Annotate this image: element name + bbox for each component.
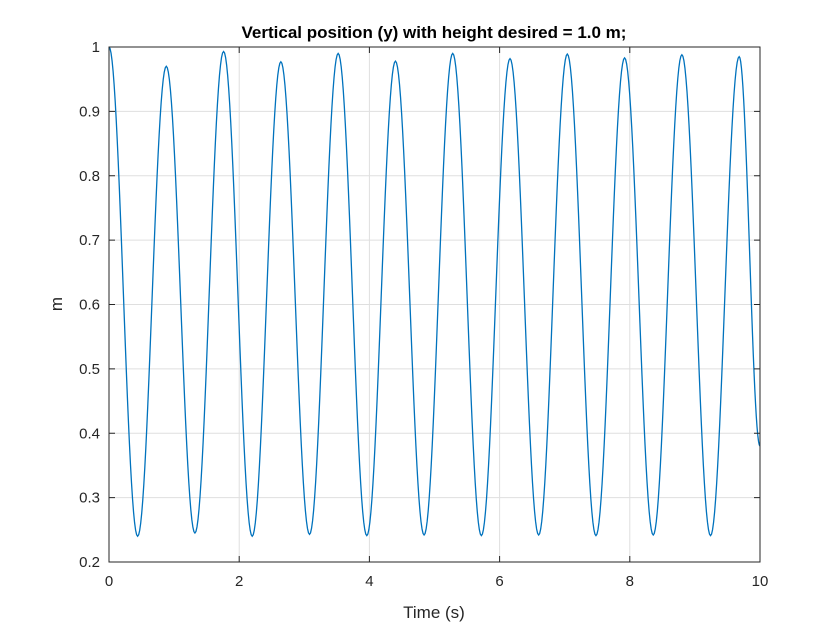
grid-lines: [109, 47, 760, 562]
tick-marks: [108, 46, 761, 563]
y-tick-label: 0.2: [79, 554, 100, 571]
y-tick-label: 1: [92, 39, 100, 56]
y-tick-label: 0.3: [79, 490, 100, 507]
x-tick-label: 4: [365, 573, 373, 590]
y-tick-label: 0.5: [79, 361, 100, 378]
series-layer: [108, 46, 761, 538]
y-tick-label: 0.7: [79, 232, 100, 249]
x-tick-label: 10: [752, 573, 769, 590]
series-line: [108, 46, 761, 538]
x-tick-labels: 0 2 4 6 8 10: [105, 573, 769, 590]
x-tick-label: 0: [105, 573, 113, 590]
y-axis-label: m: [47, 297, 66, 311]
x-tick-label: 8: [626, 573, 634, 590]
y-tick-label: 0.9: [79, 103, 100, 120]
y-tick-label: 0.8: [79, 168, 100, 185]
chart-title: Vertical position (y) with height desire…: [242, 23, 627, 42]
x-tick-label: 2: [235, 573, 243, 590]
y-tick-labels: 0.2 0.3 0.4 0.5 0.6 0.7 0.8 0.9 1: [79, 39, 100, 571]
y-tick-label: 0.6: [79, 297, 100, 314]
x-axis-label: Time (s): [403, 603, 465, 622]
x-tick-label: 6: [495, 573, 503, 590]
y-tick-label: 0.4: [79, 425, 100, 442]
